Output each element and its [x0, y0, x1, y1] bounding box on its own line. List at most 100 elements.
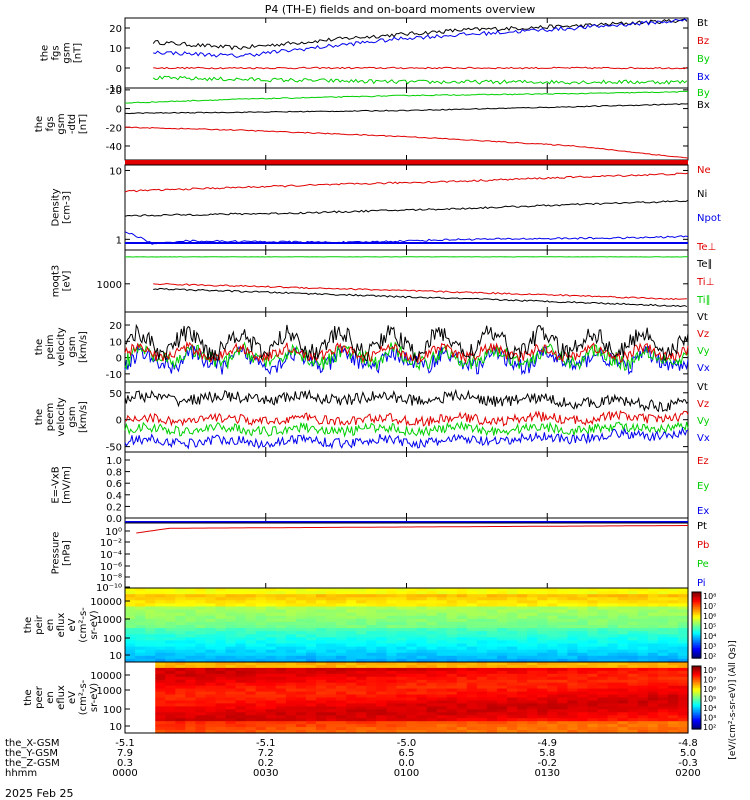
spectrogram-cell — [265, 621, 277, 626]
spectrogram-cell — [215, 691, 227, 696]
spectrogram-cell — [396, 609, 408, 614]
spectrogram-cell — [657, 618, 669, 623]
spectrogram-cell — [295, 670, 307, 675]
spectrogram-cell — [627, 670, 639, 675]
spectrogram-cell — [497, 634, 508, 638]
spectrogram-cell — [185, 637, 196, 641]
y-tick-label: 0 — [116, 105, 122, 116]
spectrogram-cell — [486, 694, 498, 699]
colorbar-cell — [692, 686, 701, 689]
spectrogram-cell — [376, 640, 387, 645]
spectrogram-cell — [547, 594, 558, 598]
spectrogram-cell — [406, 628, 418, 632]
spectrogram-cell — [517, 618, 528, 623]
spectrogram-cell — [677, 640, 689, 645]
colorbar-cell — [692, 721, 701, 724]
spectrogram-cell — [517, 631, 528, 635]
spectrogram-cell — [336, 676, 347, 681]
spectrogram-cell — [597, 609, 609, 614]
spectrogram-cell — [386, 652, 398, 657]
spectrogram-cell — [497, 637, 508, 641]
spectrogram-cell — [587, 640, 599, 645]
colorbar-cell — [692, 653, 701, 656]
spectrogram-cell — [497, 646, 508, 651]
spectrogram-cell — [326, 712, 337, 716]
spectrogram-cell — [225, 721, 237, 725]
spectrogram-cell — [295, 694, 307, 699]
spectrogram-cell — [507, 709, 518, 713]
spectrogram-cell — [637, 646, 649, 651]
spectrogram-cell — [667, 612, 679, 617]
spectrogram-cell — [466, 618, 478, 623]
spectrogram-cell — [597, 703, 609, 707]
spectrogram-cell — [466, 718, 478, 722]
spectrogram-cell — [537, 658, 548, 663]
spectrogram-cell — [225, 658, 237, 663]
spectrogram-cell — [446, 691, 458, 696]
spectrogram-cell — [135, 634, 146, 638]
spectrogram-cell — [577, 673, 589, 678]
spectrogram-cell — [366, 712, 377, 716]
spectrogram-cell — [215, 594, 227, 598]
spectrogram-cell — [567, 673, 579, 678]
spectrogram-cell — [627, 667, 639, 672]
spectrogram-cell — [527, 631, 538, 635]
spectrogram-cell — [285, 649, 297, 654]
spectrogram-cell — [677, 615, 689, 620]
spectrogram-cell — [235, 700, 247, 705]
spectrogram-cell — [426, 712, 438, 716]
spectrogram-cell — [125, 615, 136, 620]
spectrogram-cell — [285, 631, 297, 635]
spectrogram-cell — [396, 703, 408, 707]
spectrogram-cell — [185, 706, 196, 710]
spectrogram-cell — [416, 706, 428, 710]
spectrogram-cell — [125, 591, 136, 595]
spectrogram-cell — [466, 588, 478, 592]
spectrogram-cell — [376, 615, 387, 620]
spectrogram-cell — [145, 676, 156, 681]
spectrogram-cell — [245, 694, 257, 699]
y-axis-label: gsm — [67, 406, 78, 427]
spectrogram-cell — [527, 682, 538, 687]
spectrogram-cell — [356, 682, 367, 687]
spectrogram-cell — [346, 603, 357, 608]
spectrogram-cell — [476, 615, 488, 620]
spectrogram-cell — [225, 606, 237, 611]
spectrogram-cell — [527, 618, 538, 623]
spectrogram-cell — [185, 670, 196, 675]
spectrogram-cell — [677, 597, 689, 601]
spectrogram-cell — [205, 649, 217, 654]
spectrogram-cell — [617, 621, 629, 626]
spectrogram-cell — [386, 594, 398, 598]
spectrogram-cell — [155, 724, 166, 728]
spectrogram-cell — [607, 662, 619, 666]
spectrogram-cell — [647, 621, 659, 626]
spectrogram-cell — [316, 685, 327, 690]
spectrogram-cell — [125, 679, 136, 684]
spectrogram-cell — [396, 679, 408, 684]
spectrogram-cell — [386, 679, 398, 684]
spectrogram-cell — [376, 730, 387, 734]
spectrogram-cell — [497, 712, 508, 716]
spectrogram-cell — [637, 670, 649, 675]
spectrogram-cell — [275, 649, 287, 654]
panel-frame — [124, 517, 689, 589]
y-axis-label: en — [45, 691, 56, 704]
spectrogram-cell — [587, 618, 599, 623]
spectrogram-cell — [466, 655, 478, 660]
spectrogram-cell — [637, 697, 649, 702]
spectrogram-cell — [507, 670, 518, 675]
x-table-value: 7.9 — [117, 748, 133, 759]
spectrogram-cell — [416, 682, 428, 687]
spectrogram-cell — [145, 718, 156, 722]
spectrogram-cell — [537, 691, 548, 696]
spectrogram-cell — [547, 649, 558, 654]
spectrogram-cell — [657, 691, 669, 696]
spectrogram-cell — [225, 667, 237, 672]
spectrogram-cell — [657, 600, 669, 604]
spectrogram-cell — [235, 673, 247, 678]
spectrogram-cell — [426, 603, 438, 608]
spectrogram-cell — [547, 694, 558, 699]
spectrogram-cell — [245, 637, 257, 641]
spectrogram-cell — [507, 649, 518, 654]
